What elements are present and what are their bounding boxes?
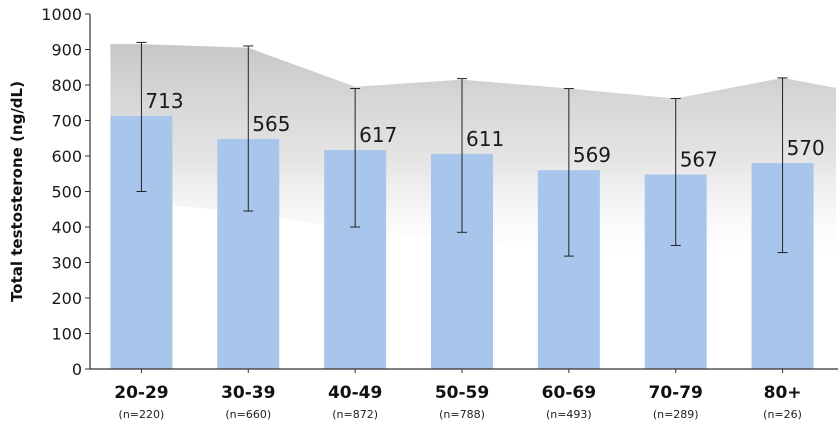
y-tick-label: 100 <box>51 325 82 344</box>
data-label: 570 <box>787 136 825 160</box>
y-tick-label: 300 <box>51 254 82 273</box>
x-tick-label: 20-29 <box>114 383 168 403</box>
data-label: 565 <box>252 112 290 136</box>
axes <box>85 13 838 373</box>
y-tick-label: 900 <box>51 41 82 60</box>
data-label: 611 <box>466 127 504 151</box>
bars <box>110 41 814 369</box>
sample-size-label: (n=289) <box>653 408 699 421</box>
x-tick-label: 40-49 <box>328 383 382 403</box>
data-label: 713 <box>145 89 183 113</box>
sample-size-label: (n=220) <box>119 408 165 421</box>
y-tick-label: 0 <box>72 360 82 379</box>
labels: 0 100 200 300 400 500 600 700 800 900 1000 20-29 (n=… <box>8 5 825 421</box>
y-tick-label: 1000 <box>41 5 82 24</box>
data-label: 567 <box>680 147 718 171</box>
x-tick-label: 30-39 <box>221 383 275 403</box>
y-tick-label: 600 <box>51 147 82 166</box>
y-tick-label: 500 <box>51 183 82 202</box>
sample-size-label: (n=660) <box>225 408 271 421</box>
y-axis-label: Total testosterone (ng/dL) <box>8 81 26 302</box>
x-tick-label: 50-59 <box>435 383 489 403</box>
data-label: 617 <box>359 123 397 147</box>
sample-size-label: (n=26) <box>763 408 802 421</box>
y-tick-label: 700 <box>51 112 82 131</box>
sample-size-label: (n=788) <box>439 408 485 421</box>
y-tick-label: 200 <box>51 289 82 308</box>
x-tick-label: 60-69 <box>542 383 596 403</box>
y-tick-label: 400 <box>51 218 82 237</box>
y-tick-label: 800 <box>51 76 82 95</box>
x-tick-label: 80+ <box>764 383 802 403</box>
sample-size-label: (n=493) <box>546 408 592 421</box>
sample-size-label: (n=872) <box>332 408 378 421</box>
x-tick-label: 70-79 <box>649 383 703 403</box>
data-label: 569 <box>573 143 611 167</box>
